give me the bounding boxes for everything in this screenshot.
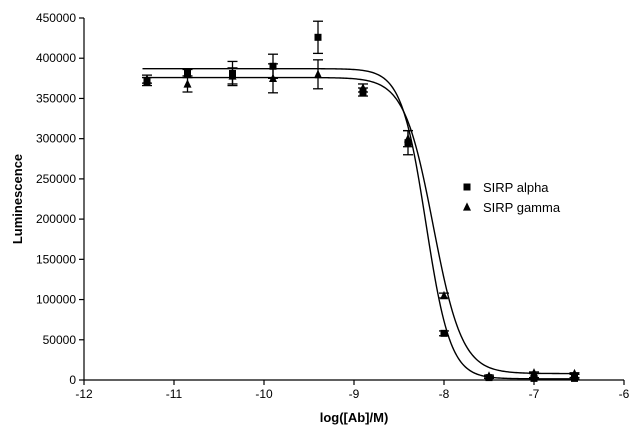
data-point-sirp-gamma — [314, 69, 322, 78]
legend-marker-sirp-gamma — [463, 202, 471, 211]
data-point-sirp-alpha — [571, 374, 578, 382]
data-point-sirp-gamma — [440, 290, 448, 300]
x-tick-label: -8 — [439, 387, 450, 401]
x-tick-label: -6 — [619, 387, 630, 401]
data-point-sirp-gamma — [404, 133, 412, 143]
legend-label-sirp-gamma: SIRP gamma — [483, 200, 561, 215]
x-ticks: -12 -11 -10 -9 -8 -7 -6 — [75, 380, 630, 401]
x-tick-label: -7 — [529, 387, 540, 401]
y-tick-label: 250000 — [36, 172, 76, 186]
data-point-sirp-gamma — [530, 368, 538, 377]
y-ticks: 0 50000 100000 150000 200000 250000 300000 3500… — [36, 11, 84, 387]
data-point-sirp-gamma — [143, 74, 151, 83]
x-tick-label: -10 — [255, 387, 273, 401]
y-tick-label: 100000 — [36, 293, 76, 307]
legend-marker-sirp-alpha — [463, 183, 471, 191]
y-tick-label: 150000 — [36, 252, 76, 266]
data-point-sirp-alpha — [314, 33, 322, 41]
x-axis-title: log([Ab]/M) — [320, 410, 389, 425]
data-point-sirp-alpha — [184, 70, 191, 78]
y-tick-label: 300000 — [36, 132, 76, 146]
data-point-sirp-alpha — [530, 374, 538, 382]
y-tick-label: 200000 — [36, 212, 76, 226]
y-axis-title: Luminescence — [10, 154, 25, 244]
y-tick-label: 400000 — [36, 51, 76, 65]
data-point-sirp-gamma — [183, 79, 192, 88]
data-point-sirp-gamma — [359, 83, 367, 92]
data-point-sirp-gamma — [485, 371, 493, 380]
fit-curve-sirp-alpha — [142, 67, 579, 380]
legend: SIRP alpha SIRP gamma — [463, 180, 561, 215]
data-point-sirp-alpha — [440, 329, 448, 337]
fit-curve-sirp-gamma — [142, 76, 579, 375]
data-point-sirp-gamma — [228, 71, 237, 80]
x-tick-label: -11 — [166, 387, 183, 401]
data-points — [142, 20, 580, 382]
y-tick-label: 0 — [69, 373, 76, 387]
y-tick-label: 450000 — [36, 11, 76, 25]
y-tick-label: 50000 — [43, 333, 77, 347]
data-point-sirp-gamma — [570, 368, 579, 378]
x-tick-label: -9 — [349, 387, 360, 401]
axes — [83, 18, 624, 381]
legend-label-sirp-alpha: SIRP alpha — [483, 180, 549, 195]
fit-curves — [142, 67, 579, 380]
y-tick-label: 350000 — [36, 91, 76, 105]
x-tick-label: -12 — [75, 387, 93, 401]
data-point-sirp-gamma — [269, 73, 277, 83]
